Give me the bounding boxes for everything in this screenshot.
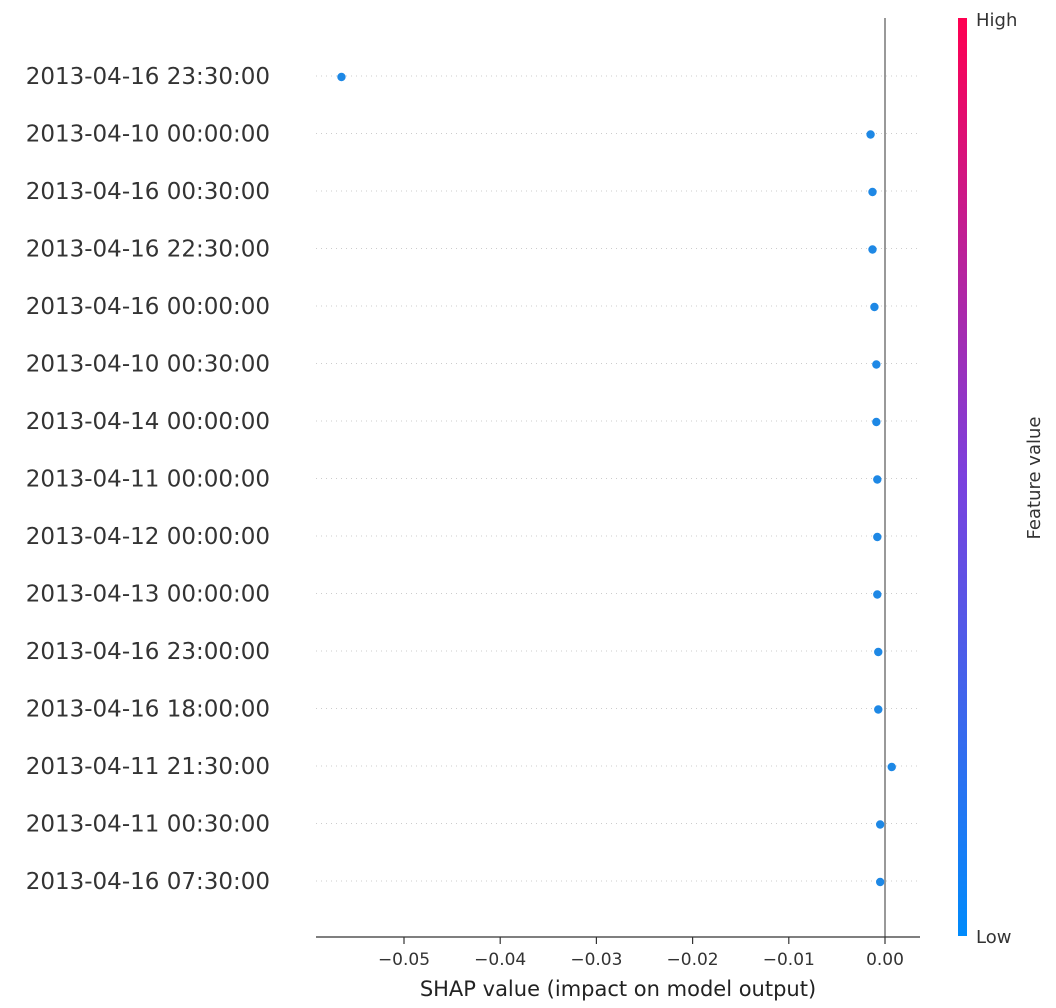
colorbar-gradient xyxy=(958,18,967,936)
feature-label: 2013-04-16 22:30:00 xyxy=(26,237,270,263)
x-axis-ticks: −0.05 −0.04 −0.03 −0.02 −0.01 0.00 xyxy=(378,937,904,970)
shap-point xyxy=(866,130,875,139)
x-tick-label: −0.01 xyxy=(763,950,815,970)
colorbar-high-label: High xyxy=(976,10,1017,31)
feature-label: 2013-04-16 23:30:00 xyxy=(26,64,270,90)
shap-point xyxy=(872,417,881,427)
feature-label: 2013-04-10 00:00:00 xyxy=(26,122,270,148)
x-tick-label: −0.05 xyxy=(378,950,430,970)
feature-label: 2013-04-16 18:00:00 xyxy=(26,697,270,723)
feature-label: 2013-04-11 00:00:00 xyxy=(26,467,270,493)
x-axis-title: SHAP value (impact on model output) xyxy=(420,977,816,1001)
shap-point xyxy=(872,360,881,369)
shap-point xyxy=(873,475,882,484)
colorbar-title: Feature value xyxy=(1024,417,1045,540)
shap-point xyxy=(873,532,882,542)
shap-point xyxy=(874,647,883,657)
shap-point xyxy=(868,245,877,254)
x-tick-label: −0.02 xyxy=(667,950,719,970)
shap-point xyxy=(874,705,883,714)
shap-point xyxy=(887,762,896,772)
shap-point xyxy=(875,820,885,829)
colorbar: High Low Feature value xyxy=(958,10,1045,948)
feature-label: 2013-04-11 21:30:00 xyxy=(26,754,270,780)
feature-label: 2013-04-16 23:00:00 xyxy=(26,639,270,665)
feature-label: 2013-04-16 07:30:00 xyxy=(26,869,270,895)
colorbar-low-label: Low xyxy=(976,927,1011,948)
shap-point xyxy=(873,590,882,599)
shap-points xyxy=(337,72,896,887)
shap-point xyxy=(870,302,879,312)
feature-label: 2013-04-16 00:30:00 xyxy=(26,179,270,205)
x-tick-label: −0.03 xyxy=(570,950,622,970)
shap-point xyxy=(868,187,877,197)
feature-label: 2013-04-10 00:30:00 xyxy=(26,352,270,378)
x-tick-label: −0.04 xyxy=(474,950,526,970)
x-tick-label: 0.00 xyxy=(866,950,904,970)
feature-label: 2013-04-16 00:00:00 xyxy=(26,294,270,320)
feature-label: 2013-04-14 00:00:00 xyxy=(26,409,270,435)
feature-label: 2013-04-11 00:30:00 xyxy=(26,812,270,838)
feature-labels: 2013-04-16 23:30:00 2013-04-10 00:00:00 20… xyxy=(26,64,270,895)
row-gridlines xyxy=(316,75,920,882)
feature-label: 2013-04-12 00:00:00 xyxy=(26,524,270,550)
feature-label: 2013-04-13 00:00:00 xyxy=(26,582,270,608)
shap-point xyxy=(337,72,346,82)
shap-point xyxy=(875,877,885,887)
